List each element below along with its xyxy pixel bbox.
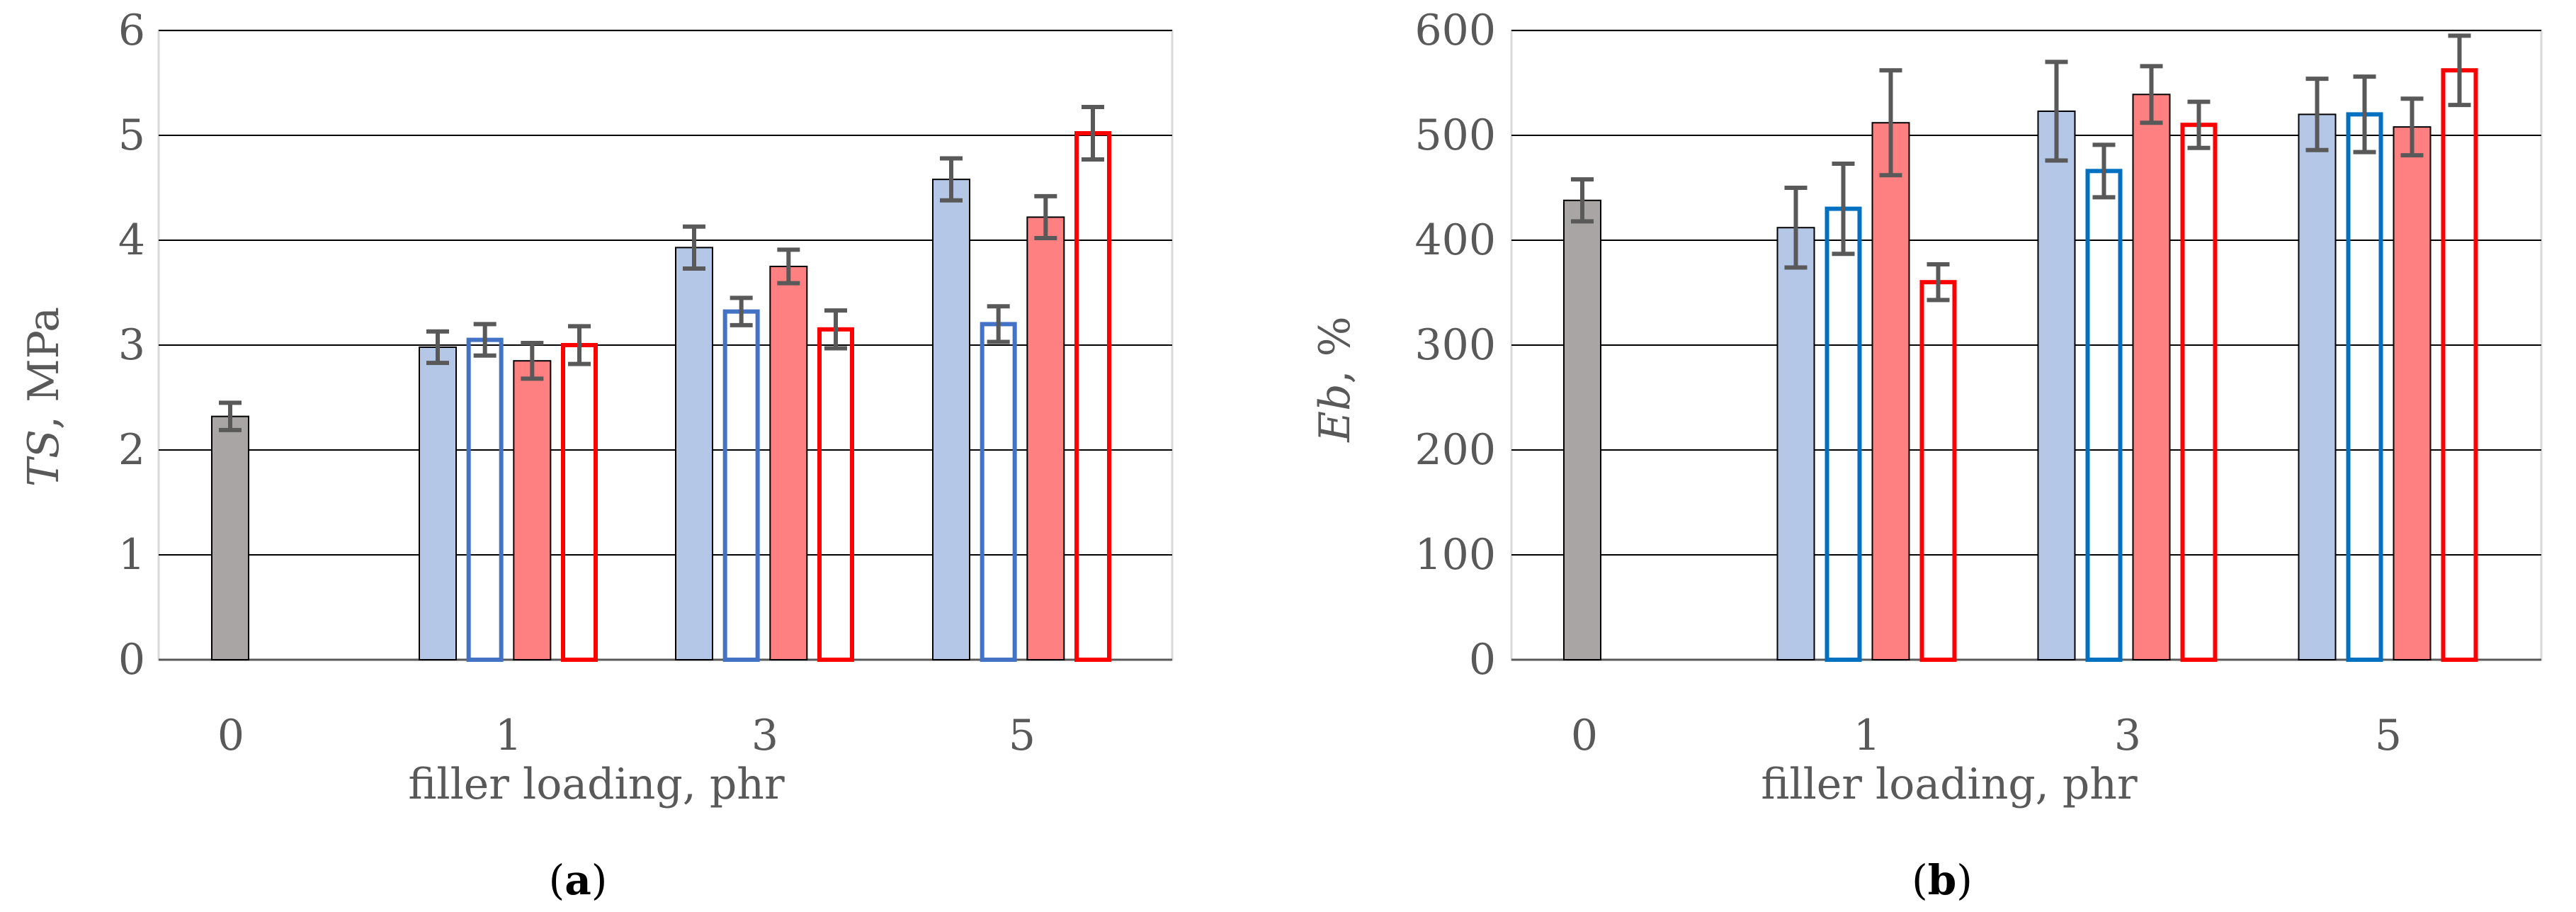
y-tick-label: 2 xyxy=(118,425,145,475)
x-tick-label: 3 xyxy=(751,711,778,760)
bar-control xyxy=(211,415,249,660)
bar-series-1 xyxy=(418,346,457,660)
bars xyxy=(1563,68,2478,663)
y-tick-label: 600 xyxy=(1414,6,1496,55)
y-tick-label: 5 xyxy=(118,111,145,160)
panel-letter: b xyxy=(1928,856,1957,904)
x-tick-labels: 0 1 3 5 xyxy=(217,711,1035,760)
bar-series-3 xyxy=(1871,122,1910,661)
bar-series-3 xyxy=(769,266,808,660)
bar-series-1 xyxy=(931,179,970,661)
y-tick-labels: 0 1 2 3 4 5 6 xyxy=(118,6,145,685)
bar-series-1 xyxy=(2298,113,2337,660)
x-tick-label: 3 xyxy=(2114,711,2141,760)
bar-series-1 xyxy=(2037,110,2076,660)
bars xyxy=(211,131,1112,663)
y-tick-label: 1 xyxy=(118,530,145,580)
x-tick-label: 1 xyxy=(495,711,522,760)
panel-b-elongation-at-break-chart: 0 100 200 300 400 500 600 0 1 3 5 Eb, % filler lo… xyxy=(1310,6,2543,904)
y-axis-label-symbol: TS xyxy=(19,429,69,487)
bar-series-4 xyxy=(2441,68,2478,663)
bar-series-2 xyxy=(980,322,1017,662)
panel-caption: (a) xyxy=(549,856,608,904)
y-axis-label-unit: , MPa xyxy=(19,307,69,429)
bar-series-3 xyxy=(513,360,552,660)
y-tick-label: 100 xyxy=(1414,530,1496,580)
y-tick-label: 400 xyxy=(1414,215,1496,265)
bar-series-2 xyxy=(466,337,504,662)
bar-series-2 xyxy=(2346,112,2383,662)
y-tick-label: 500 xyxy=(1414,111,1496,160)
bar-series-4 xyxy=(817,327,855,662)
y-tick-label: 4 xyxy=(118,215,145,265)
bar-series-4 xyxy=(1919,280,1957,662)
panel-caption: (b) xyxy=(1912,856,1973,904)
panel-letter: a xyxy=(564,856,591,904)
y-tick-label: 300 xyxy=(1414,320,1496,370)
y-tick-label: 0 xyxy=(118,635,145,685)
y-tick-labels: 0 100 200 300 400 500 600 xyxy=(1414,6,1496,685)
y-axis-label-unit: , % xyxy=(1310,316,1360,383)
x-tick-labels: 0 1 3 5 xyxy=(1571,711,2402,760)
x-tick-label: 1 xyxy=(1854,711,1880,760)
bar-series-3 xyxy=(2393,126,2432,661)
error-bars xyxy=(219,105,1105,432)
bar-series-2 xyxy=(722,309,760,662)
bar-series-3 xyxy=(1026,216,1065,660)
y-axis-label-symbol: Eb xyxy=(1310,383,1360,442)
bar-series-4 xyxy=(1074,131,1112,663)
bar-series-4 xyxy=(561,343,598,662)
panel-a-tensile-strength-chart: 0 1 2 3 4 5 6 0 1 3 5 TS, MPa filler loading, phr… xyxy=(19,6,1174,904)
bar-series-3 xyxy=(2132,94,2171,660)
x-tick-label: 0 xyxy=(217,711,244,760)
gridlines xyxy=(159,30,1172,661)
gridlines xyxy=(1511,30,2541,661)
bar-series-4 xyxy=(2180,123,2218,662)
y-axis-label: TS, MPa xyxy=(19,307,69,487)
x-axis-label: filler loading, phr xyxy=(1761,760,2138,809)
bar-series-2 xyxy=(2085,169,2123,662)
x-tick-label: 5 xyxy=(1009,711,1035,760)
y-axis-label: Eb, % xyxy=(1310,316,1360,442)
x-axis-label: filler loading, phr xyxy=(408,760,785,809)
y-tick-label: 0 xyxy=(1469,635,1496,685)
x-tick-label: 5 xyxy=(2375,711,2402,760)
bar-series-1 xyxy=(674,247,713,660)
y-tick-label: 200 xyxy=(1414,425,1496,475)
bar-control xyxy=(1563,199,1601,660)
bar-series-1 xyxy=(1776,227,1815,660)
x-tick-label: 0 xyxy=(1571,711,1598,760)
y-tick-label: 6 xyxy=(118,6,145,55)
y-tick-label: 3 xyxy=(118,320,145,370)
bar-series-2 xyxy=(1825,206,1862,663)
error-bars xyxy=(1571,33,2471,303)
